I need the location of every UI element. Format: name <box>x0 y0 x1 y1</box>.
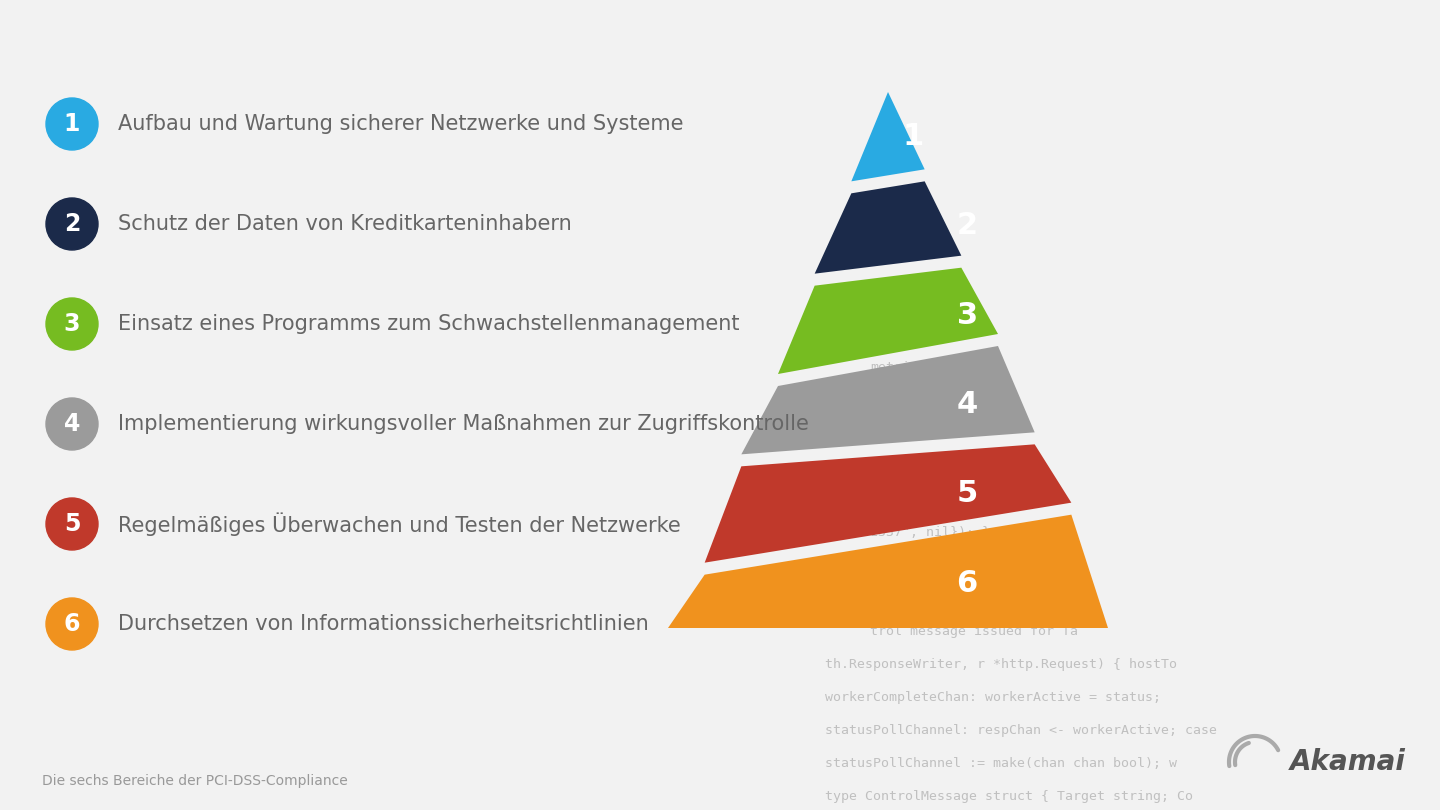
Text: fmt.Fprintf(w, "ACTIVE": fmt.Fprintf(w, "ACTIVE" <box>870 559 1054 572</box>
Text: 1: 1 <box>903 122 923 151</box>
Text: type ControlMessage struct { Target string; Co: type ControlMessage struct { Target stri… <box>825 790 1192 803</box>
Text: 4: 4 <box>63 412 81 436</box>
Text: Einsatz eines Programms zum Schwachstellenmanagement: Einsatz eines Programms zum Schwachstell… <box>118 314 740 334</box>
Text: bool) workerAct: bool) workerAct <box>870 460 991 473</box>
Text: th.ResponseWriter, r *http.Request) { hostTo: th.ResponseWriter, r *http.Request) { ho… <box>825 658 1176 671</box>
Text: 3: 3 <box>63 312 81 336</box>
Polygon shape <box>742 346 1035 454</box>
Polygon shape <box>668 514 1107 628</box>
Text: Die sechs Bereiche der PCI-DSS-Compliance: Die sechs Bereiche der PCI-DSS-Complianc… <box>42 774 347 788</box>
Text: 5: 5 <box>63 512 81 536</box>
Text: 1337", nil}); };pa: 1337", nil}); };pa <box>870 526 1014 539</box>
Text: *http.Request) { reqChan: *http.Request) { reqChan <box>870 592 1063 605</box>
Text: 2: 2 <box>956 211 978 241</box>
Text: Akamai: Akamai <box>1290 748 1405 776</box>
Text: 3: 3 <box>956 301 978 330</box>
Circle shape <box>46 598 98 650</box>
Text: uint64 }; func ma: uint64 }; func ma <box>870 493 1007 506</box>
Text: Regelmäßiges Überwachen und Testen der Netzwerke: Regelmäßiges Überwachen und Testen der N… <box>118 512 681 535</box>
Text: statusPollChannel: respChan <- workerActive; case: statusPollChannel: respChan <- workerAct… <box>825 724 1217 737</box>
Polygon shape <box>851 92 924 181</box>
Circle shape <box>46 498 98 550</box>
Text: metricken: metricken <box>870 361 942 374</box>
Text: 2: 2 <box>63 212 81 236</box>
Circle shape <box>46 298 98 350</box>
Text: Implementierung wirkungsvoller Maßnahmen zur Zugriffskontrolle: Implementierung wirkungsvoller Maßnahmen… <box>118 414 809 434</box>
Text: case msg := w: case msg := w <box>870 427 973 440</box>
Text: 6: 6 <box>63 612 81 636</box>
Text: 1: 1 <box>63 112 81 136</box>
Polygon shape <box>815 181 962 274</box>
Text: 4: 4 <box>956 390 978 419</box>
Text: 5: 5 <box>956 480 978 509</box>
Polygon shape <box>704 445 1071 563</box>
Text: Aufbau und Wartung sicherer Netzwerke und Systeme: Aufbau und Wartung sicherer Netzwerke un… <box>118 114 684 134</box>
Circle shape <box>46 398 98 450</box>
Circle shape <box>46 98 98 150</box>
Text: 6: 6 <box>956 569 978 598</box>
Text: func admini: func admini <box>870 394 958 407</box>
Text: statusPollChannel := make(chan chan bool); w: statusPollChannel := make(chan chan bool… <box>825 757 1176 770</box>
Text: Durchsetzen von Informationssicherheitsrichtlinien: Durchsetzen von Informationssicherheitsr… <box>118 614 649 634</box>
Text: Schutz der Daten von Kreditkarteninhabern: Schutz der Daten von Kreditkarteninhaber… <box>118 214 572 234</box>
Text: workerCompleteChan: workerActive = status;: workerCompleteChan: workerActive = statu… <box>825 691 1161 704</box>
Circle shape <box>46 198 98 250</box>
Text: trol message issued for Ta: trol message issued for Ta <box>870 625 1079 638</box>
Polygon shape <box>778 267 998 374</box>
